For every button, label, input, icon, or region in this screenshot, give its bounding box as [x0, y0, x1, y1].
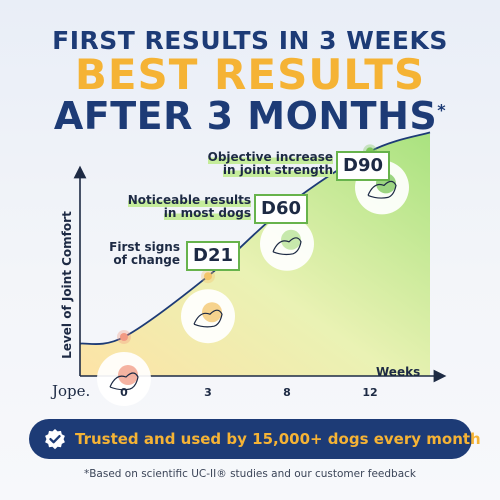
dog-illustration-icon [193, 309, 223, 328]
annotation-text: First signs of change [109, 241, 180, 267]
series-area [80, 132, 430, 376]
dog-illustration-icon [272, 237, 302, 256]
brand-logo: Jope. [52, 382, 91, 400]
annotation-line: of change [113, 253, 180, 267]
trust-banner: Trusted and used by 15,000+ dogs every m… [29, 419, 481, 459]
annotation-line: in joint strength [222, 163, 333, 177]
data-point [120, 333, 128, 341]
verified-check-badge-icon [45, 429, 65, 450]
headline-line-3-text: AFTER 3 MONTHS [53, 94, 438, 138]
annotation-line: Noticeable results [127, 193, 251, 207]
trust-banner-text: Trusted and used by 15,000+ dogs every m… [75, 430, 481, 448]
headline-line-2: BEST RESULTS [74, 50, 426, 99]
annotation-line: in most dogs [163, 206, 251, 220]
footnote: *Based on scientific UC-II® studies and … [83, 468, 417, 480]
annotation-line: Objective increase [207, 150, 333, 164]
annotation-text: Objective increase in joint strength [207, 150, 333, 177]
headline-asterisk: * [437, 100, 447, 120]
x-tick-label: 3 [204, 386, 212, 399]
x-tick-label: 12 [362, 386, 378, 399]
headline-line-3: AFTER 3 MONTHS* [0, 94, 500, 138]
milestone-day-label: D21 [186, 241, 240, 271]
x-axis-label: Weeks [376, 365, 421, 379]
annotation-text: Noticeable results in most dogs [127, 193, 251, 220]
x-tick-label: 8 [283, 386, 291, 399]
y-axis-label: Level of Joint Comfort [60, 211, 74, 359]
headline-line-1: FIRST RESULTS IN 3 WEEKS [52, 26, 448, 55]
dog-illustration-icon [367, 180, 397, 199]
milestone-day-label: D90 [336, 151, 390, 181]
x-tick-label: 0 [120, 386, 128, 399]
milestone-day-label: D60 [254, 194, 308, 224]
dog-illustration-icon [109, 372, 139, 391]
data-point [204, 272, 212, 281]
annotation-line: First signs [109, 240, 180, 254]
